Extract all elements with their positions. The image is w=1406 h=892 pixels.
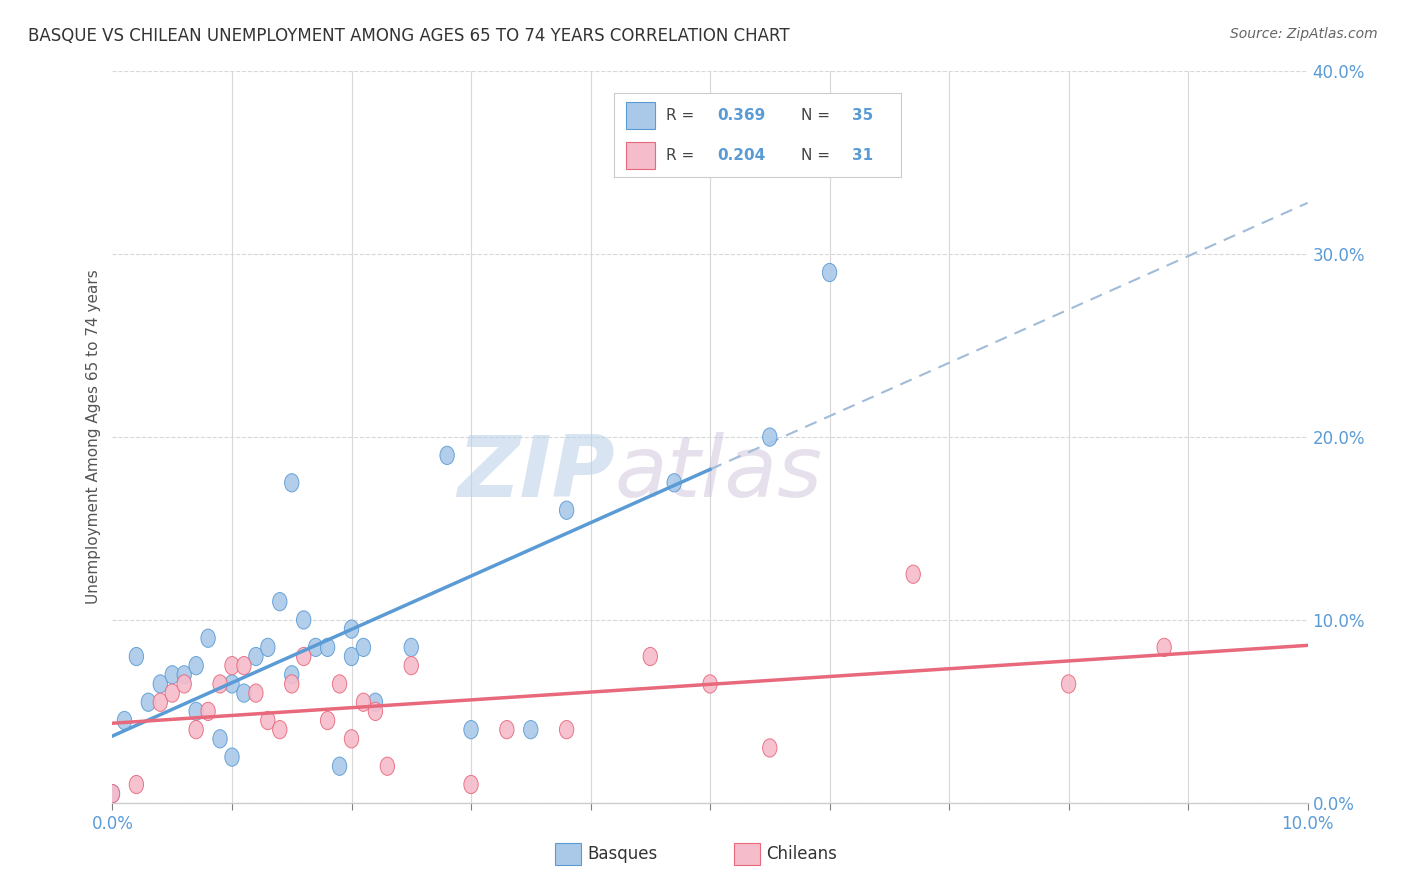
Ellipse shape [356,639,371,657]
Ellipse shape [464,721,478,739]
Ellipse shape [260,712,276,730]
Ellipse shape [105,785,120,803]
Ellipse shape [188,702,204,721]
Ellipse shape [523,721,538,739]
Ellipse shape [129,775,143,794]
Ellipse shape [201,702,215,721]
Ellipse shape [165,684,180,702]
Ellipse shape [273,721,287,739]
Ellipse shape [260,639,276,657]
Ellipse shape [1157,639,1171,657]
Text: Basques: Basques [586,845,657,863]
Ellipse shape [188,721,204,739]
Ellipse shape [249,684,263,702]
Ellipse shape [284,474,299,492]
Ellipse shape [332,757,347,775]
FancyBboxPatch shape [734,843,761,865]
Ellipse shape [249,648,263,665]
Ellipse shape [105,785,120,803]
Ellipse shape [177,665,191,684]
Ellipse shape [368,702,382,721]
Ellipse shape [643,648,658,665]
Ellipse shape [666,474,682,492]
Ellipse shape [165,665,180,684]
Ellipse shape [141,693,156,712]
Ellipse shape [560,501,574,519]
Ellipse shape [308,639,323,657]
Ellipse shape [284,674,299,693]
Ellipse shape [464,775,478,794]
Ellipse shape [297,611,311,629]
Ellipse shape [212,674,228,693]
Ellipse shape [404,657,419,675]
Ellipse shape [188,657,204,675]
Ellipse shape [499,721,515,739]
Ellipse shape [344,648,359,665]
Text: Chileans: Chileans [766,845,837,863]
Text: atlas: atlas [614,432,823,516]
Ellipse shape [201,629,215,648]
Ellipse shape [225,674,239,693]
Ellipse shape [177,674,191,693]
Ellipse shape [823,263,837,282]
Ellipse shape [762,428,778,446]
Ellipse shape [321,639,335,657]
Ellipse shape [212,730,228,747]
Ellipse shape [380,757,395,775]
Ellipse shape [905,566,921,583]
Text: Source: ZipAtlas.com: Source: ZipAtlas.com [1230,27,1378,41]
Ellipse shape [440,446,454,465]
Ellipse shape [1062,674,1076,693]
Ellipse shape [321,712,335,730]
Ellipse shape [332,674,347,693]
Ellipse shape [368,693,382,712]
Ellipse shape [153,674,167,693]
Ellipse shape [560,721,574,739]
Ellipse shape [703,674,717,693]
Ellipse shape [117,712,132,730]
Ellipse shape [225,747,239,766]
Text: ZIP: ZIP [457,432,614,516]
Text: BASQUE VS CHILEAN UNEMPLOYMENT AMONG AGES 65 TO 74 YEARS CORRELATION CHART: BASQUE VS CHILEAN UNEMPLOYMENT AMONG AGE… [28,27,790,45]
Ellipse shape [236,657,252,675]
Ellipse shape [236,684,252,702]
Ellipse shape [284,665,299,684]
Ellipse shape [129,648,143,665]
Ellipse shape [273,592,287,611]
Ellipse shape [762,739,778,757]
Ellipse shape [404,639,419,657]
Ellipse shape [344,620,359,639]
FancyBboxPatch shape [554,843,581,865]
Ellipse shape [225,657,239,675]
Y-axis label: Unemployment Among Ages 65 to 74 years: Unemployment Among Ages 65 to 74 years [86,269,101,605]
Ellipse shape [344,730,359,747]
Ellipse shape [297,648,311,665]
Ellipse shape [153,693,167,712]
Ellipse shape [356,693,371,712]
